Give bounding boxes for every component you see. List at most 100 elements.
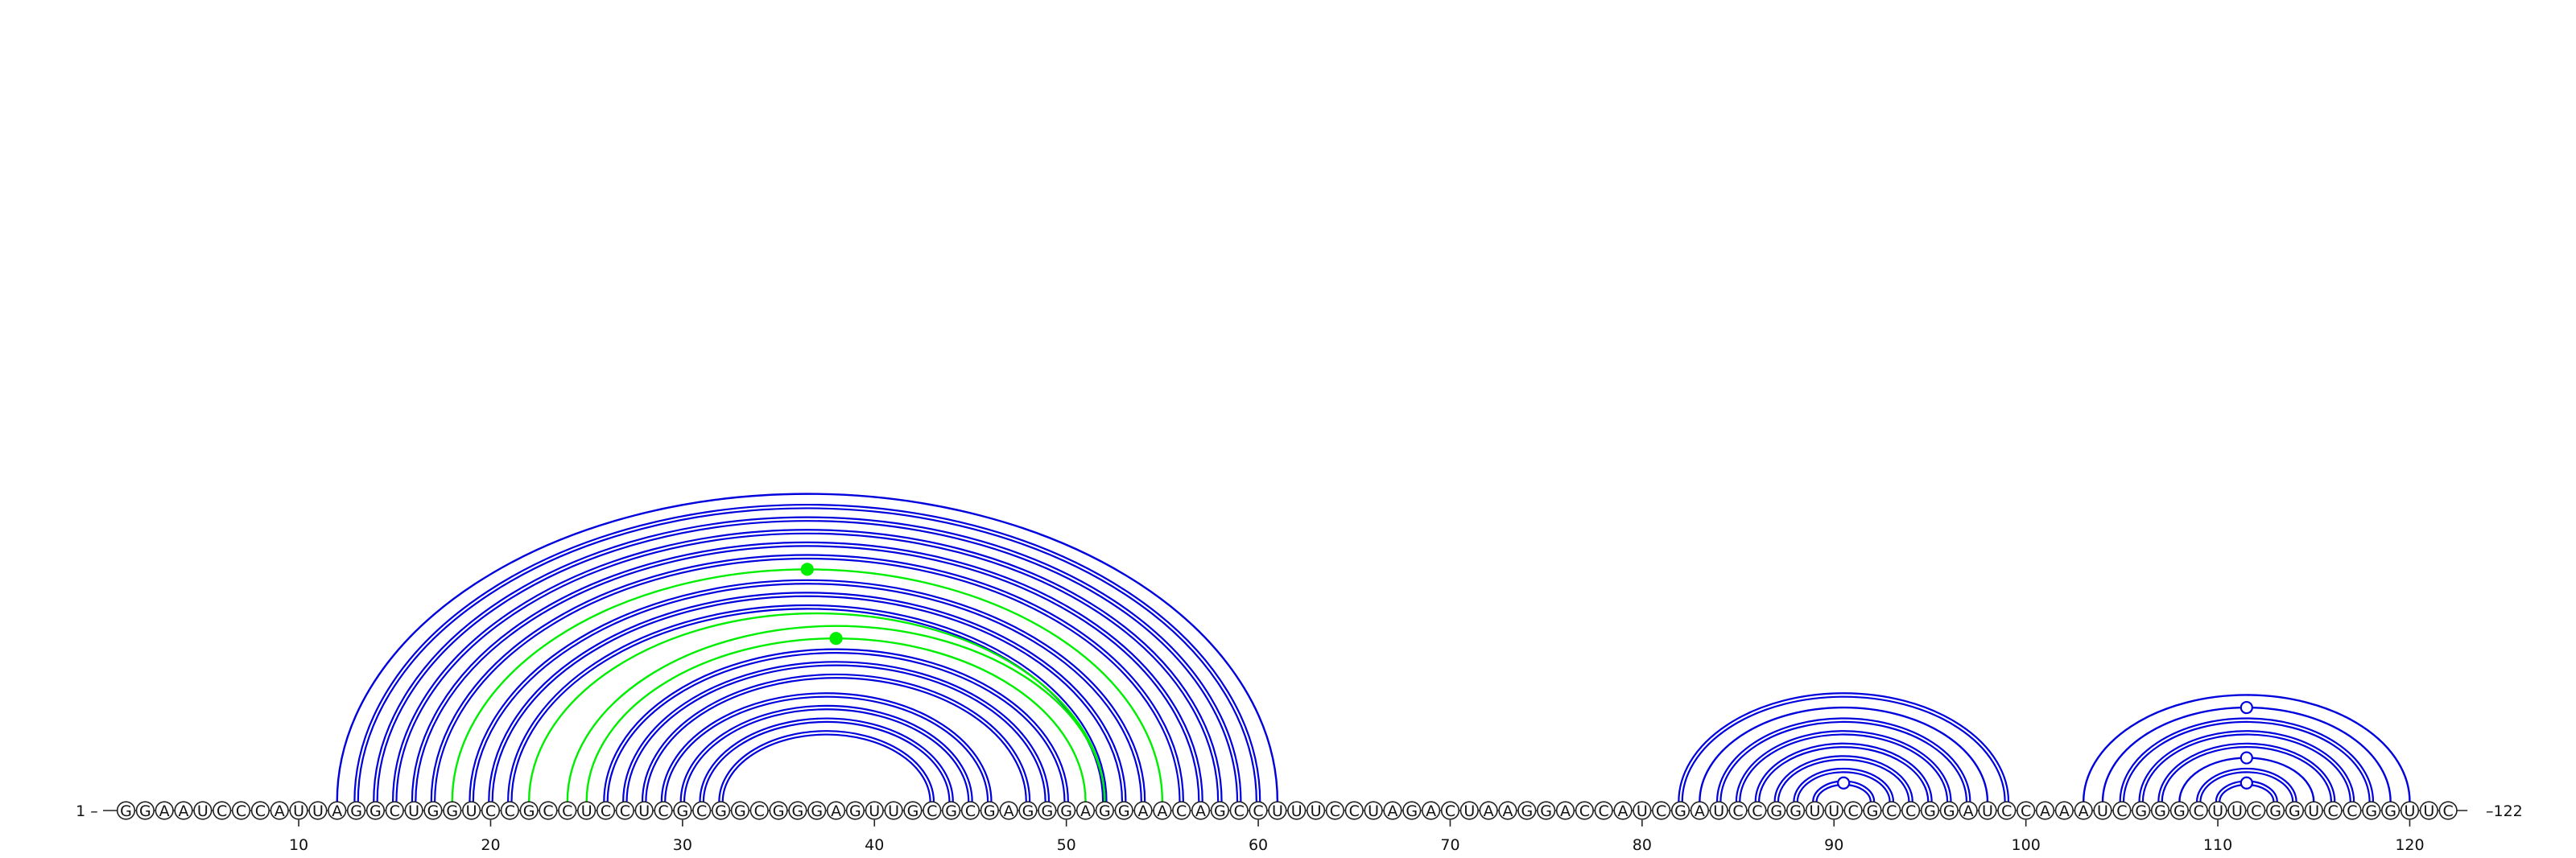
nucleotide: C [500,801,519,820]
arc-22-52 [527,612,1106,802]
svg-text:A: A [1195,802,1206,820]
svg-text:G: G [811,802,823,820]
tick-100: 100 [2012,819,2041,854]
nucleotide: U [404,801,423,820]
nucleotide: C [1249,801,1268,820]
nucleotide: U [2093,801,2112,820]
svg-text:A: A [2079,802,2089,820]
markers-layer [800,563,2253,790]
svg-text:A: A [2059,802,2070,820]
nucleotide: C [923,801,942,820]
nucleotide: G [2285,801,2305,820]
tick-label: 40 [865,836,884,854]
tick-110: 110 [2203,819,2232,854]
nucleotide: U [462,801,481,820]
nucleotide: A [999,801,1018,820]
svg-text:C: C [927,802,937,820]
sequence-start-label: 1 – [76,802,98,820]
arc-31-44 [699,717,954,802]
svg-text:U: U [869,802,880,820]
svg-text:U: U [2097,802,2108,820]
nucleotide: C [1728,801,1748,820]
arc-14-59 [373,516,1242,802]
nucleotide: U [865,801,884,820]
nucleotide: A [328,801,347,820]
nucleotide: G [980,801,999,820]
nucleotide: A [1153,801,1172,820]
nucleotide: A [1133,801,1153,820]
nucleotide: C [1652,801,1671,820]
svg-text:C: C [965,802,976,820]
svg-text:G: G [1867,802,1879,820]
nucleotide: G [673,801,692,820]
nucleotide: G [1018,801,1038,820]
svg-text:C: C [2021,802,2031,820]
nucleotide: U [634,801,654,820]
nucleotide: G [423,801,443,820]
svg-text:G: G [120,802,132,820]
svg-text:A: A [2040,802,2050,820]
svg-text:C: C [1176,802,1187,820]
svg-text:C: C [562,802,572,820]
tick-10: 10 [289,819,308,854]
arc-20-53 [488,592,1127,802]
nucleotide: A [1959,801,1978,820]
svg-text:A: A [1004,802,1014,820]
nucleotide: C [1575,801,1594,820]
nucleotide: A [2074,801,2093,820]
svg-text:G: G [715,802,727,820]
nucleotide: C [1843,801,1863,820]
nucleotide: C [960,801,980,820]
nucleotide: C [596,801,616,820]
tick-80: 80 [1633,819,1652,854]
nucleotide: U [1978,801,1997,820]
nucleotide: G [2381,801,2401,820]
nucleotide: G [807,801,827,820]
nucleotide: G [711,801,731,820]
nucleotide: U [1459,801,1479,820]
nucleotide: C [1172,801,1191,820]
arc-13-60 [353,503,1261,802]
nucleotide: C [2112,801,2132,820]
svg-text:A: A [1963,802,1974,820]
svg-text:U: U [1828,802,1839,820]
svg-text:C: C [485,802,496,820]
svg-text:G: G [446,802,458,820]
nucleotide: A [1479,801,1498,820]
svg-text:G: G [1060,802,1072,820]
svg-text:C: C [2194,802,2204,820]
svg-text:G: G [1770,802,1782,820]
svg-text:A: A [1560,802,1571,820]
svg-text:U: U [312,802,324,820]
nucleotide: U [2227,801,2247,820]
nucleotide: C [1997,801,2017,820]
tick-90: 90 [1824,819,1843,854]
svg-text:G: G [2365,802,2377,820]
tick-label: 10 [289,836,308,854]
nucleotide: G [519,801,539,820]
svg-text:G: G [1099,802,1111,820]
svg-text:G: G [350,802,362,820]
svg-text:G: G [369,802,382,820]
svg-text:G: G [1540,802,1552,820]
svg-text:A: A [159,802,170,820]
nucleotide: G [346,801,366,820]
svg-text:U: U [197,802,208,820]
nucleotide: A [1555,801,1575,820]
tick-40: 40 [865,819,884,854]
arc-marker-108-115 [2240,751,2253,765]
svg-text:G: G [907,802,919,820]
arcs-layer [336,493,2411,802]
svg-text:A: A [1426,802,1436,820]
nucleotide: G [1038,801,1057,820]
nucleotide: G [1095,801,1114,820]
svg-text:A: A [1138,802,1149,820]
svg-text:G: G [676,802,688,820]
tick-label: 60 [1249,836,1268,854]
svg-text:C: C [2001,802,2012,820]
svg-text:C: C [543,802,553,820]
nucleotide: G [1767,801,1786,820]
nucleotide: C [749,801,769,820]
